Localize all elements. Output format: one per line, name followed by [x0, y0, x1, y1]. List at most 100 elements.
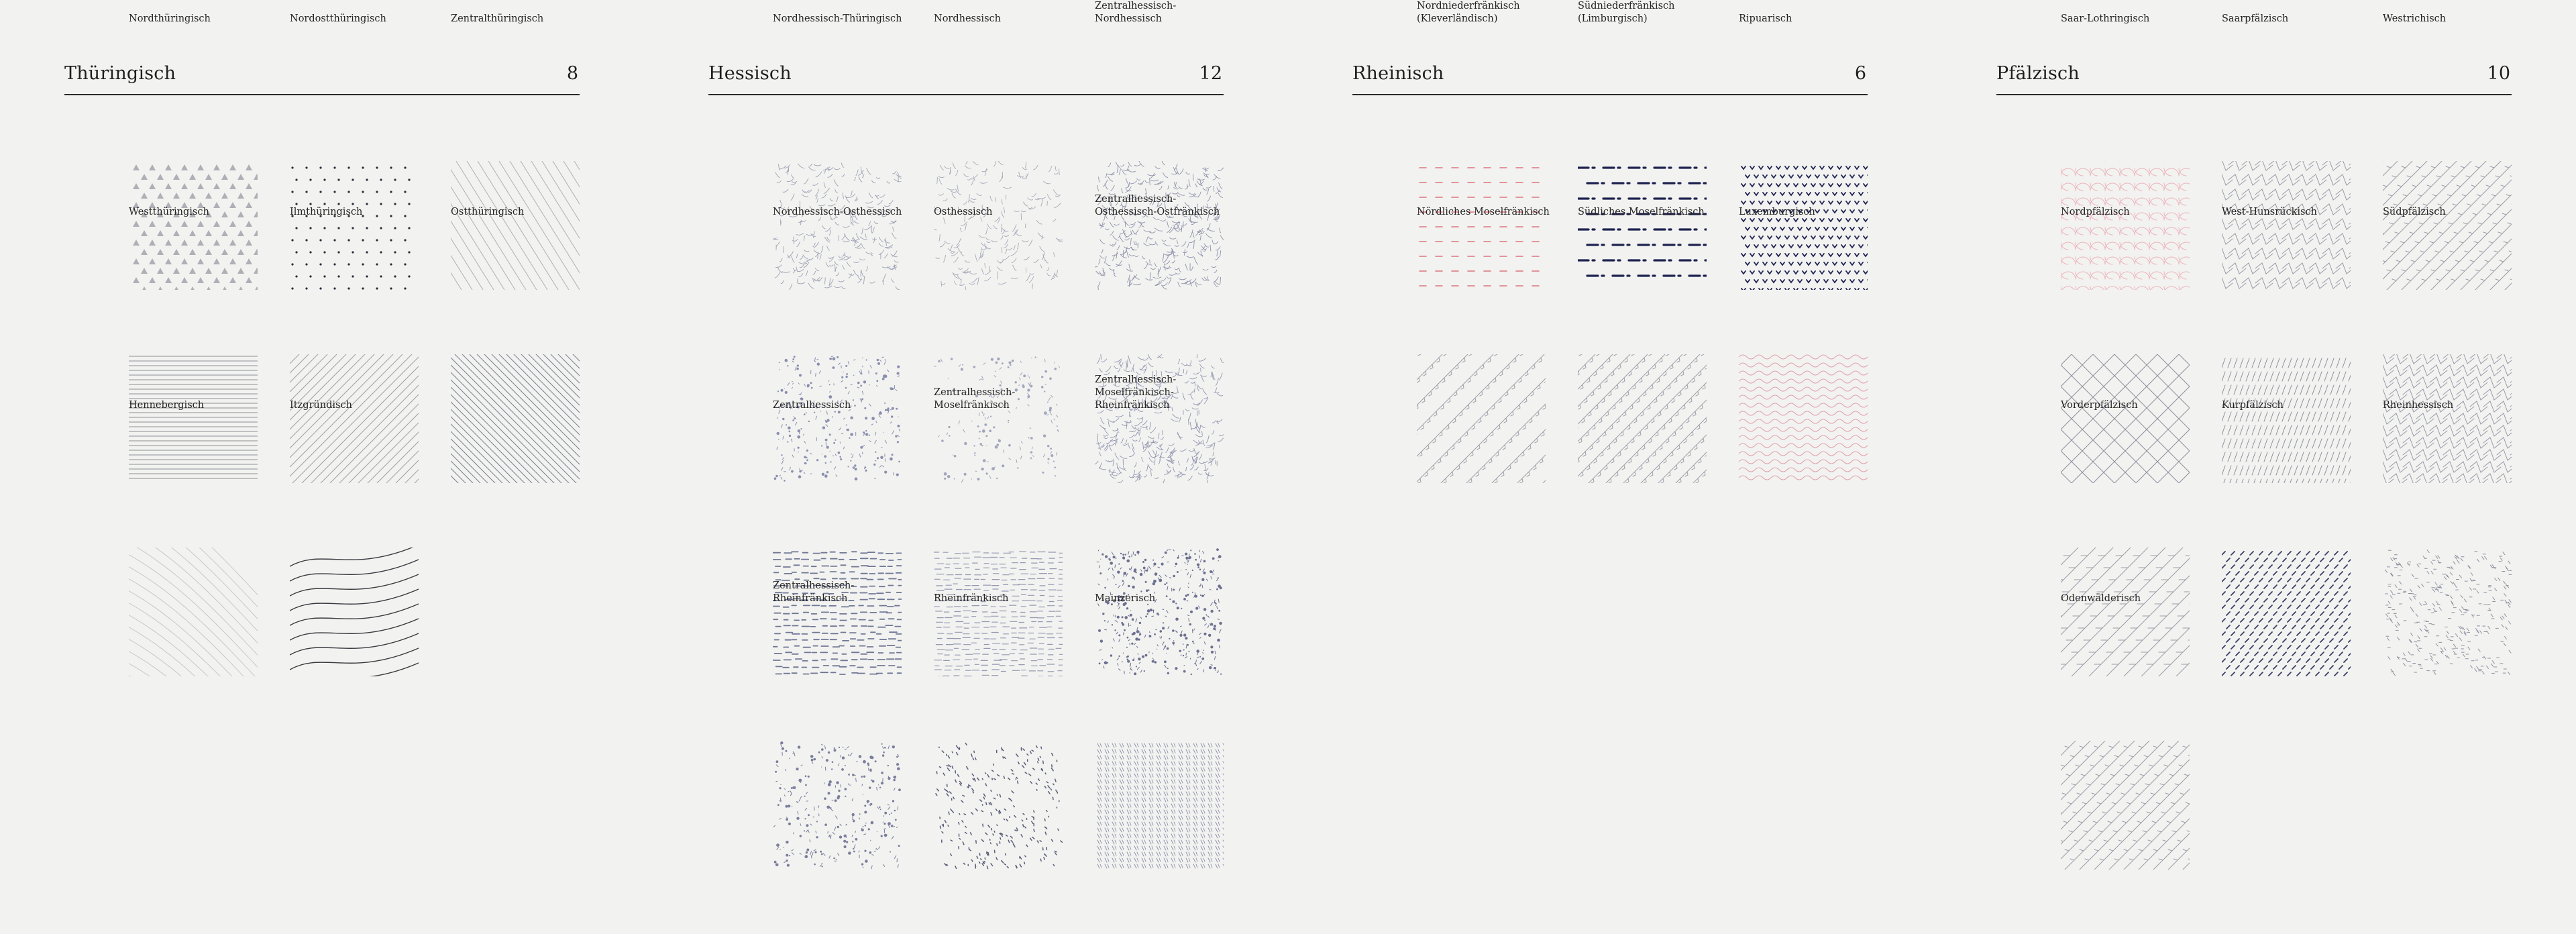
dialect-pattern-swatch: [2222, 548, 2351, 676]
dialect-pattern-swatch: [129, 161, 258, 290]
pattern-slash-bars: [2222, 358, 2351, 483]
dialect-pattern-swatch: [773, 548, 902, 676]
dialect-label: Ilmthüringisch: [290, 207, 363, 217]
dialect-label: Zentralhessisch: [773, 400, 851, 411]
dialect-label: Luxemburgisch: [1739, 207, 1815, 217]
dialect-pattern-swatch: [934, 548, 1063, 676]
dialect-pattern-swatch: [2061, 741, 2190, 870]
dialect-label: Zentralhessisch- Moselfränkisch: [934, 387, 1016, 411]
dialect-pattern-swatch: [290, 548, 419, 676]
dialect-pattern-swatch: [1417, 354, 1546, 483]
pattern-red-waves: [1739, 354, 1868, 480]
group-count: 6: [1854, 63, 1866, 84]
dialect-label: Zentralthüringisch: [451, 13, 544, 24]
group-header: Pfälzisch 10: [1996, 62, 2512, 95]
dialect-pattern-swatch: [129, 548, 258, 676]
dialect-label: Saarpfälzisch: [2222, 13, 2289, 24]
dialect-label: Zentralhessisch-Rheinfränkisch: [773, 580, 855, 604]
group-title: Pfälzisch: [1996, 63, 2080, 84]
dialect-pattern-swatch: [2222, 354, 2351, 483]
dialect-label: Südniederfränkisch (Limburgisch): [1578, 1, 1675, 24]
dialect-label: Nordostthüringisch: [290, 13, 386, 24]
dialect-pattern-swatch: [934, 161, 1063, 290]
dialect-pattern-swatch: [1739, 354, 1868, 483]
dialect-label: Hennebergisch: [129, 400, 205, 411]
dialect-pattern-swatch: [773, 354, 902, 483]
dialect-label: Nordniederfränkisch (Kleverländisch): [1417, 1, 1520, 24]
pattern-zigzag-diag: [1417, 354, 1546, 483]
pattern-hlines: [129, 356, 258, 479]
dialect-pattern-swatch: [1578, 161, 1707, 290]
dialect-label: Kurpfälzisch: [2222, 400, 2284, 411]
dialect-label: Mainzerisch: [1095, 593, 1156, 604]
pattern-diag-45: [290, 354, 419, 483]
pattern-zig-steep: [2061, 741, 2190, 870]
dialect-label: Itzgründisch: [290, 400, 352, 411]
pattern-zigzag-diag-2: [1578, 354, 1707, 483]
dialect-label: Südliches Moselfränkisch: [1578, 207, 1705, 217]
dialect-pattern-swatch: [934, 741, 1063, 870]
dialect-pattern-swatch: [2061, 548, 2190, 676]
dialect-pattern-swatch: [290, 354, 419, 483]
pattern-dashes-light: [934, 551, 1063, 676]
dialect-pattern-swatch: [2222, 161, 2351, 290]
dialect-pattern-swatch: [1417, 161, 1546, 290]
pattern-chevrons: [2222, 161, 2351, 289]
pattern-scribble: [773, 162, 902, 290]
dialect-pattern-swatch: [129, 354, 258, 483]
pattern-pink-arcs: [2061, 161, 2190, 290]
dialect-pattern-swatch: [2061, 354, 2190, 483]
dialect-pattern-swatch: [451, 161, 580, 290]
group-count: 8: [566, 63, 578, 84]
dialect-label: Westthüringisch: [129, 207, 209, 217]
dialect-pattern-swatch: [1095, 354, 1224, 483]
pattern-dash-dot: [1578, 166, 1707, 277]
dialect-pattern-swatch: [1095, 548, 1224, 676]
dialect-label: Nordhessisch-Osthessisch: [773, 207, 902, 217]
pattern-mix: [2385, 550, 2512, 676]
group-count: 12: [1199, 63, 1222, 84]
pattern-diag-steep: [451, 161, 580, 290]
pattern-dashes: [773, 551, 902, 675]
pattern-blobs-light: [934, 356, 1060, 483]
pattern-specks: [935, 742, 1063, 870]
dialect-label: Westrichisch: [2383, 13, 2447, 24]
dialect-label: Ripuarisch: [1739, 13, 1792, 24]
dialect-label: Rheinhessisch: [2383, 400, 2454, 411]
dialect-label: Nördliches Moselfränkisch: [1417, 207, 1550, 217]
dialect-pattern-swatch: [773, 161, 902, 290]
pattern-blobs: [773, 356, 901, 482]
dialect-pattern-swatch: [1095, 161, 1224, 290]
dialect-label: Südpfälzisch: [2383, 207, 2446, 217]
pattern-curves-faint: [129, 548, 258, 676]
pattern-triangles: [133, 164, 258, 290]
dialect-pattern-swatch: [2383, 548, 2512, 676]
pattern-dots: [291, 166, 411, 290]
pattern-cols: [1097, 743, 1224, 869]
pattern-waves-big: [290, 548, 419, 676]
pattern-herring: [2061, 354, 2190, 483]
pattern-chevrons-2: [2383, 354, 2512, 483]
pattern-zig-steep: [2383, 161, 2512, 290]
dialect-label: Nordhessisch-Thüringisch: [773, 13, 902, 24]
pattern-birds: [1741, 166, 1868, 290]
pattern-zig-big: [2061, 548, 2190, 676]
dialect-pattern-swatch: [2383, 161, 2512, 290]
pattern-blobs-dense: [1096, 548, 1222, 676]
dialect-label: Nordpfälzisch: [2061, 207, 2130, 217]
pattern-diag-back: [451, 354, 580, 483]
dialect-pattern-swatch: [934, 354, 1063, 483]
pattern-scribble-dense: [1095, 354, 1224, 483]
pattern-red-dashes: [1419, 167, 1540, 287]
dialect-pattern-swatch: [2061, 161, 2190, 290]
pattern-scribble-dense: [1095, 161, 1224, 290]
dialect-label: Rheinfränkisch: [934, 593, 1009, 604]
dialect-label: Nordhessisch: [934, 13, 1001, 24]
group-count: 10: [2487, 63, 2510, 84]
pattern-navy-dashes: [2222, 551, 2351, 676]
group-title: Rheinisch: [1352, 63, 1444, 84]
dialect-pattern-swatch: [290, 161, 419, 290]
dialect-label: Nordthüringisch: [129, 13, 211, 24]
group-title: Thüringisch: [64, 63, 176, 84]
dialect-pattern-swatch: [1578, 354, 1707, 483]
